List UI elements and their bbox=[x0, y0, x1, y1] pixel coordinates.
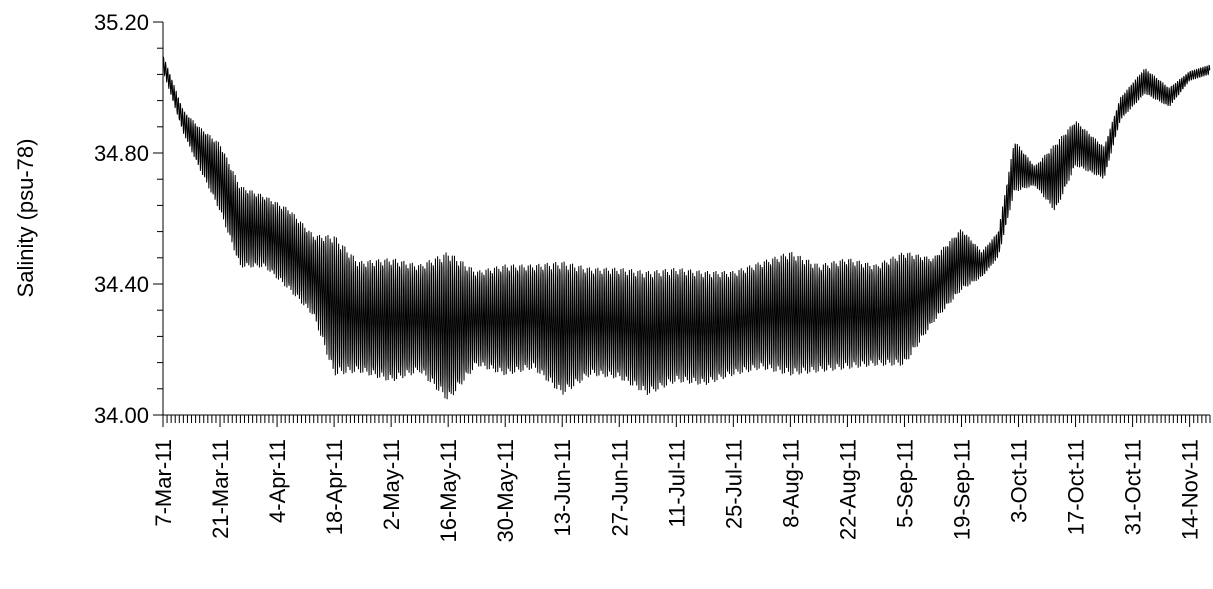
x-tick-label: 7-Mar-11 bbox=[151, 439, 176, 527]
x-tick-label: 3-Oct-11 bbox=[1007, 439, 1032, 523]
x-tick-label: 8-Aug-11 bbox=[778, 439, 803, 528]
x-tick-label: 16-May-11 bbox=[436, 439, 461, 543]
x-tick-label: 19-Sep-11 bbox=[949, 439, 974, 540]
y-axis-title: Salinity (psu-78) bbox=[13, 139, 38, 298]
x-tick-label: 18-Apr-11 bbox=[322, 439, 347, 535]
x-tick-label: 17-Oct-11 bbox=[1064, 439, 1089, 535]
y-tick-label: 34.80 bbox=[94, 141, 149, 166]
x-tick-label: 14-Nov-11 bbox=[1178, 439, 1203, 540]
x-tick-label: 30-May-11 bbox=[493, 439, 518, 543]
x-tick-label: 4-Apr-11 bbox=[265, 439, 290, 523]
y-tick-label: 34.00 bbox=[94, 403, 149, 428]
y-tick-label: 34.40 bbox=[94, 272, 149, 297]
x-tick-label: 5-Sep-11 bbox=[892, 439, 917, 528]
x-tick-label: 22-Aug-11 bbox=[835, 439, 860, 540]
y-axis: 34.00 34.40 34.80 35.20 bbox=[94, 10, 164, 428]
x-tick-label: 2-May-11 bbox=[379, 439, 404, 530]
salinity-series bbox=[162, 56, 1211, 400]
x-tick-label: 13-Jun-11 bbox=[550, 439, 575, 536]
x-axis: 7-Mar-11 21-Mar-11 4-Apr-11 18-Apr-11 2-May-… bbox=[151, 414, 1211, 543]
y-tick-label: 35.20 bbox=[94, 10, 149, 35]
x-tick-label: 25-Jul-11 bbox=[721, 439, 746, 529]
x-tick-label: 27-Jun-11 bbox=[607, 439, 632, 536]
x-tick-label: 31-Oct-11 bbox=[1121, 439, 1146, 535]
salinity-line bbox=[162, 56, 1211, 400]
x-tick-label: 21-Mar-11 bbox=[208, 439, 233, 539]
x-tick-label: 11-Jul-11 bbox=[664, 439, 689, 527]
